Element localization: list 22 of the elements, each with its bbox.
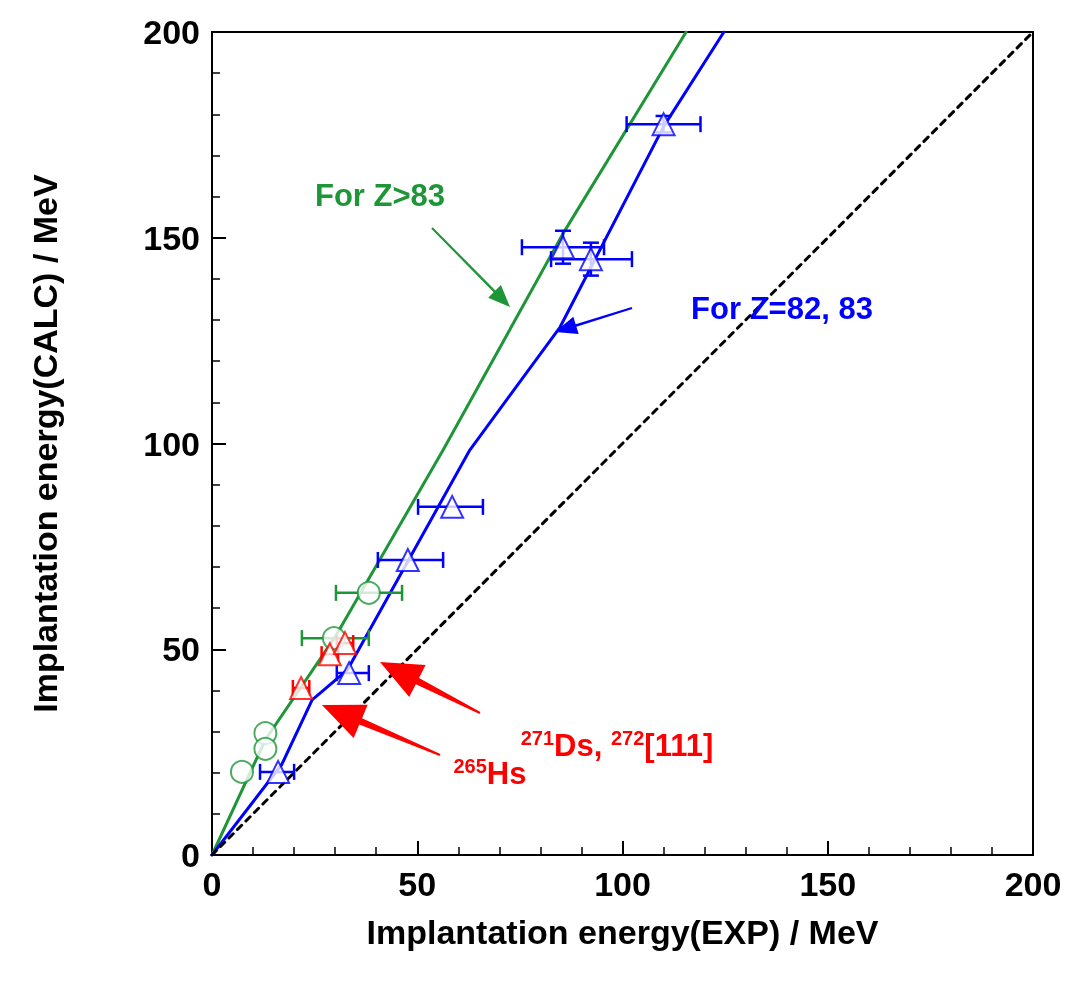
y-axis-title: Implantation energy(CALC) / MeV — [26, 173, 64, 713]
point — [266, 759, 291, 784]
y-tick-label: 150 — [143, 218, 200, 257]
point — [440, 494, 465, 519]
point — [229, 759, 254, 784]
annotation: For Z>83 — [314, 178, 446, 213]
y-tick-label: 100 — [143, 424, 200, 463]
y-tick-label: 50 — [162, 630, 200, 669]
point — [550, 235, 575, 260]
point — [395, 547, 420, 572]
x-tick-label: 200 — [1004, 865, 1062, 903]
point — [578, 247, 603, 272]
x-axis-title: Implantation energy(EXP) / MeV — [366, 913, 879, 951]
x-tick-label: 150 — [799, 865, 857, 903]
y-tick-label: 0 — [181, 836, 200, 874]
y-tick-label: 200 — [143, 13, 200, 51]
point — [356, 580, 381, 605]
annotation: For Z=82, 83 — [691, 291, 873, 326]
x-tick-label: 50 — [398, 865, 437, 903]
x-tick-label: 100 — [594, 865, 651, 903]
point — [253, 736, 278, 761]
point — [337, 661, 362, 686]
